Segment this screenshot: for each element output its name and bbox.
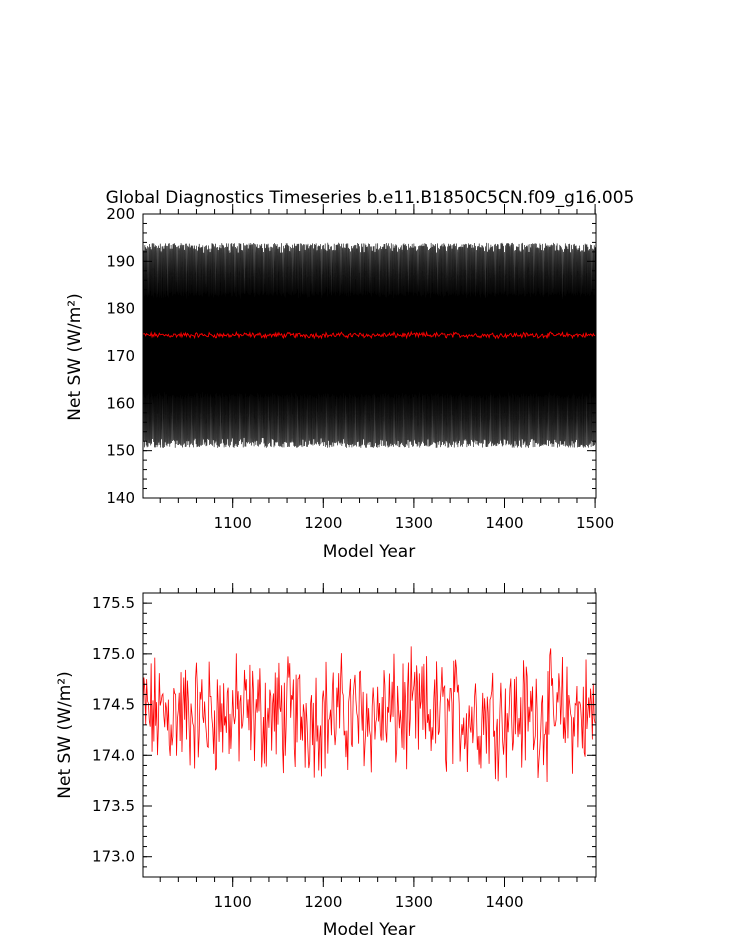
bottom-y-axis-label: Net SW (W/m²) [55, 671, 75, 798]
bottom-x-tick-label: 1200 [304, 893, 342, 911]
top-x-tick-label: 1200 [304, 514, 342, 532]
bottom-axis-ticks: 173.0 173.5 174.0 174.5 175.0 175.5 1100 1200 13… [92, 583, 596, 911]
bottom-plot-frame [142, 592, 597, 878]
top-monthly-series-line [142, 242, 597, 448]
bottom-y-tick-label: 174.0 [92, 746, 135, 764]
top-y-tick-label: 180 [106, 300, 135, 318]
top-x-tick-label: 1100 [214, 514, 252, 532]
bottom-x-axis-label: Model Year [323, 920, 415, 940]
bottom-y-tick-label: 173.0 [92, 848, 135, 866]
bottom-y-tick-label: 175.0 [92, 645, 135, 663]
top-axis-ticks: 140 150 160 170 180 190 200 1100 1200 1300 1400 150… [106, 204, 614, 532]
top-y-tick-label: 150 [106, 442, 135, 460]
top-x-axis-label: Model Year [323, 542, 415, 562]
top-y-tick-label: 190 [106, 252, 135, 270]
bottom-chart-panel: 173.0 173.5 174.0 174.5 175.0 175.5 1100 1200 13… [55, 583, 597, 940]
top-x-tick-label: 1400 [485, 514, 523, 532]
chart-title: Global Diagnostics Timeseries b.e11.B185… [106, 188, 635, 208]
bottom-y-tick-label: 175.5 [92, 594, 135, 612]
top-y-tick-label: 160 [106, 394, 135, 412]
bottom-x-tick-label: 1100 [214, 893, 252, 911]
top-y-tick-label: 200 [106, 205, 135, 223]
top-y-tick-label: 170 [106, 347, 135, 365]
bottom-annual-mean-line [142, 646, 596, 783]
top-x-tick-label: 1500 [576, 514, 614, 532]
top-annual-mean-line [142, 330, 596, 340]
top-plot-area [142, 242, 597, 448]
bottom-y-tick-label: 174.5 [92, 696, 135, 714]
top-chart-panel: Global Diagnostics Timeseries b.e11.B185… [65, 188, 634, 562]
bottom-x-tick-label: 1300 [395, 893, 433, 911]
top-x-tick-label: 1300 [395, 514, 433, 532]
top-y-tick-label: 140 [106, 489, 135, 507]
bottom-y-tick-label: 173.5 [92, 797, 135, 815]
bottom-plot-area [142, 646, 596, 783]
top-y-axis-label: Net SW (W/m²) [65, 293, 85, 420]
bottom-x-tick-label: 1400 [485, 893, 523, 911]
